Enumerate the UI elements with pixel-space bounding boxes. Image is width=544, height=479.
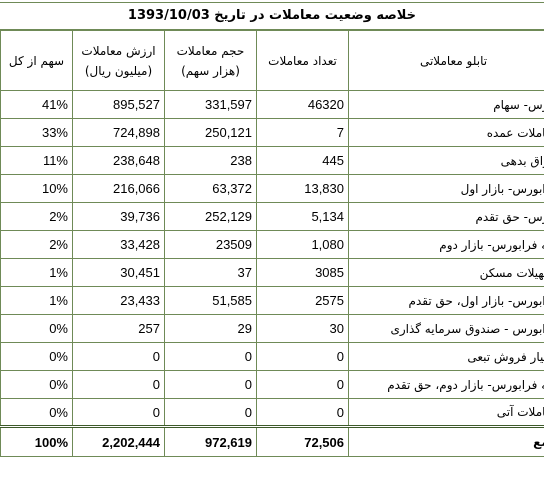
cell-count: 1,080 (256, 230, 349, 259)
cell-value: 724,898 (72, 118, 165, 147)
page-title: خلاصه وضعیت معاملات در تاریخ 1393/10/03 (0, 2, 544, 30)
cell-board: تسهیلات مسکن (348, 258, 544, 287)
cell-board: فرابورس- بازار اول (348, 174, 544, 203)
cell-count: 3085 (256, 258, 349, 287)
cell-share: 0% (0, 314, 73, 343)
table-row: 0% 0 0 0 معاملات آتی (0, 398, 544, 427)
cell-share: 1% (0, 258, 73, 287)
cell-count: 445 (256, 146, 349, 175)
table-row: 0% 0 0 0 پایه فرابورس- بازار دوم، حق تقد… (0, 370, 544, 399)
total-share: 100% (0, 425, 73, 457)
cell-volume: 238 (164, 146, 257, 175)
cell-board: معاملات آتی (348, 398, 544, 427)
cell-count: 30 (256, 314, 349, 343)
cell-count: 0 (256, 370, 349, 399)
cell-value: 23,433 (72, 286, 165, 315)
cell-count: 2575 (256, 286, 349, 315)
cell-share: 10% (0, 174, 73, 203)
cell-volume: 250,121 (164, 118, 257, 147)
header-count: تعداد معاملات (256, 30, 349, 91)
cell-share: 41% (0, 90, 73, 119)
cell-value: 39,736 (72, 202, 165, 231)
cell-board: فرابورس - صندوق سرمایه گذاری (348, 314, 544, 343)
table-row: 2% 39,736 252,129 5,134 بورس- حق تقدم (0, 202, 544, 231)
cell-count: 13,830 (256, 174, 349, 203)
table-row: 1% 23,433 51,585 2575 فرابورس- بازار اول… (0, 286, 544, 315)
table-row: 0% 257 29 30 فرابورس - صندوق سرمایه گذار… (0, 314, 544, 343)
cell-count: 0 (256, 342, 349, 371)
cell-count: 46320 (256, 90, 349, 119)
header-volume: حجم معاملات (هزار سهم) (164, 30, 257, 91)
table-row: 0% 0 0 0 اختیار فروش تبعی (0, 342, 544, 371)
cell-count: 0 (256, 398, 349, 427)
cell-board: پایه فرابورس- بازار دوم (348, 230, 544, 259)
cell-value: 0 (72, 342, 165, 371)
cell-value: 0 (72, 370, 165, 399)
cell-share: 11% (0, 146, 73, 175)
cell-volume: 23509 (164, 230, 257, 259)
table-header-row: سهم از کل ارزش معاملات (میلیون ریال) حجم … (0, 30, 544, 91)
total-value: 2,202,444 (72, 425, 165, 457)
cell-volume: 331,597 (164, 90, 257, 119)
cell-share: 2% (0, 230, 73, 259)
cell-board: بورس- حق تقدم (348, 202, 544, 231)
cell-value: 895,527 (72, 90, 165, 119)
table-row: 10% 216,066 63,372 13,830 فرابورس- بازار… (0, 174, 544, 203)
cell-volume: 51,585 (164, 286, 257, 315)
cell-volume: 252,129 (164, 202, 257, 231)
table-row: 41% 895,527 331,597 46320 بورس- سهام (0, 90, 544, 119)
cell-volume: 0 (164, 370, 257, 399)
total-label: جمع (348, 425, 544, 457)
total-row: 100% 2,202,444 972,619 72,506 جمع (0, 425, 544, 457)
cell-value: 30,451 (72, 258, 165, 287)
cell-board: فرابورس- بازار اول، حق تقدم (348, 286, 544, 315)
cell-value: 238,648 (72, 146, 165, 175)
cell-share: 33% (0, 118, 73, 147)
cell-value: 33,428 (72, 230, 165, 259)
cell-share: 1% (0, 286, 73, 315)
cell-board: معاملات عمده (348, 118, 544, 147)
cell-count: 5,134 (256, 202, 349, 231)
table-row: 33% 724,898 250,121 7 معاملات عمده (0, 118, 544, 147)
cell-count: 7 (256, 118, 349, 147)
cell-share: 0% (0, 370, 73, 399)
header-board: تابلو معاملاتی (348, 30, 544, 91)
cell-share: 0% (0, 342, 73, 371)
table-row: 2% 33,428 23509 1,080 پایه فرابورس- بازا… (0, 230, 544, 259)
header-value: ارزش معاملات (میلیون ریال) (72, 30, 165, 91)
cell-board: پایه فرابورس- بازار دوم، حق تقدم (348, 370, 544, 399)
cell-volume: 29 (164, 314, 257, 343)
total-volume: 972,619 (164, 425, 257, 457)
cell-board: بورس- سهام (348, 90, 544, 119)
cell-volume: 0 (164, 342, 257, 371)
cell-board: اختیار فروش تبعی (348, 342, 544, 371)
table-row: 1% 30,451 37 3085 تسهیلات مسکن (0, 258, 544, 287)
total-count: 72,506 (256, 425, 349, 457)
cell-volume: 37 (164, 258, 257, 287)
cell-share: 0% (0, 398, 73, 427)
cell-share: 2% (0, 202, 73, 231)
cell-value: 216,066 (72, 174, 165, 203)
cell-value: 0 (72, 398, 165, 427)
cell-board: اوراق بدهی (348, 146, 544, 175)
cell-volume: 63,372 (164, 174, 257, 203)
table-row: 11% 238,648 238 445 اوراق بدهی (0, 146, 544, 175)
cell-volume: 0 (164, 398, 257, 427)
header-share: سهم از کل (0, 30, 73, 91)
trades-table: سهم از کل ارزش معاملات (میلیون ریال) حجم … (0, 30, 544, 457)
cell-value: 257 (72, 314, 165, 343)
